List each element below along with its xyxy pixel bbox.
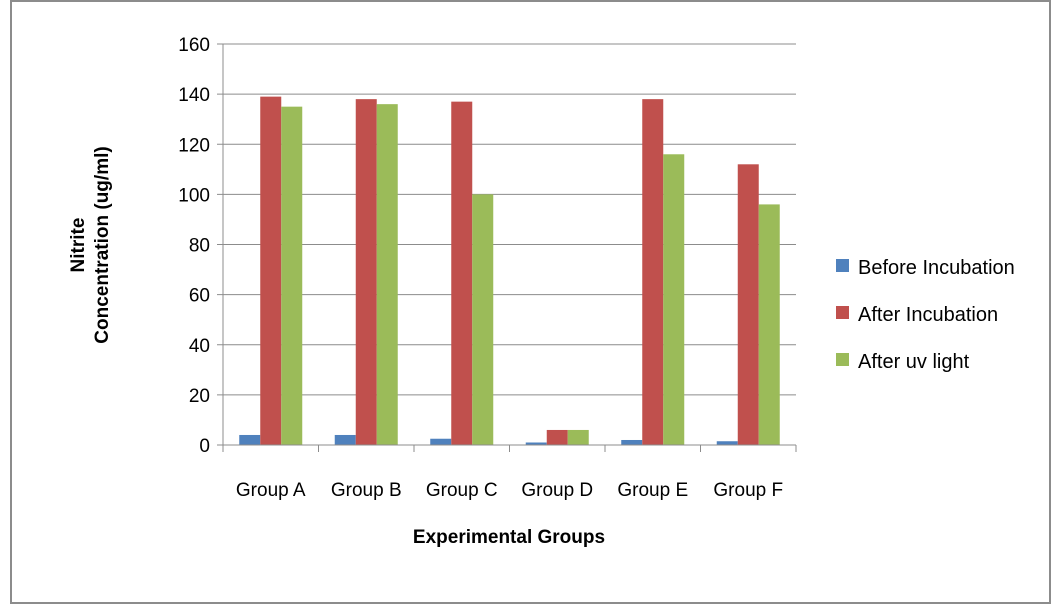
legend-label: After uv light bbox=[858, 351, 970, 373]
bar-group-e-before-incubation bbox=[621, 439, 643, 445]
bar-group-e-after-incubation bbox=[642, 99, 664, 445]
legend-label: Before Incubation bbox=[858, 257, 1015, 279]
y-tick-label: 140 bbox=[178, 85, 210, 106]
bar-group-b-after-uv-light bbox=[376, 104, 398, 446]
x-tick-label: Group B bbox=[331, 480, 402, 501]
bar-group-e-after-uv-light bbox=[663, 154, 685, 445]
gridlines bbox=[223, 43, 796, 396]
y-tick-label: 100 bbox=[178, 185, 210, 206]
x-axis-title: Experimental Groups bbox=[413, 527, 605, 548]
y-tick-label: 80 bbox=[189, 236, 210, 257]
legend-label: After Incubation bbox=[858, 304, 998, 326]
y-tick-label: 60 bbox=[189, 286, 210, 307]
y-axis-title-line-2: Concentration (ug/ml) bbox=[92, 146, 113, 343]
y-tick-labels: 0 20 40 60 80 100 120 140 160 bbox=[178, 35, 210, 457]
axes bbox=[217, 43, 797, 452]
bar-group-d-before-incubation bbox=[525, 442, 547, 445]
legend-swatch bbox=[836, 306, 849, 319]
bar-group-f-after-incubation bbox=[737, 164, 759, 446]
y-tick-label: 20 bbox=[189, 386, 210, 407]
bar-group-c-after-incubation bbox=[451, 101, 473, 446]
bar-group-c-after-uv-light bbox=[472, 194, 494, 445]
legend-swatch bbox=[836, 259, 849, 272]
x-tick-labels: Group A Group B Group C Group D Group E Group… bbox=[236, 480, 783, 501]
chart-frame: 0 20 40 60 80 100 120 140 160 Group A Group B Grou… bbox=[10, 0, 1051, 604]
x-tick-label: Group A bbox=[236, 480, 306, 501]
y-tick-label: 120 bbox=[178, 135, 210, 156]
bar-group-f-after-uv-light bbox=[758, 204, 780, 445]
x-tick-label: Group C bbox=[426, 480, 498, 501]
bar-group-a-after-incubation bbox=[260, 96, 282, 445]
x-tick-label: Group F bbox=[713, 480, 783, 501]
y-axis-title-line-1: Nitrite bbox=[68, 218, 89, 273]
legend-swatch bbox=[836, 353, 849, 366]
y-tick-label: 40 bbox=[189, 336, 210, 357]
x-tick-label: Group D bbox=[521, 480, 593, 501]
y-tick-label: 0 bbox=[199, 436, 210, 457]
bar-group-b-before-incubation bbox=[334, 434, 356, 445]
bar-group-c-before-incubation bbox=[430, 438, 452, 445]
legend: Before Incubation After Incubation After u… bbox=[836, 257, 1015, 373]
bar-group-b-after-incubation bbox=[355, 99, 377, 445]
bar-group-a-after-uv-light bbox=[281, 106, 303, 445]
x-tick-label: Group E bbox=[617, 480, 688, 501]
bar-group-f-before-incubation bbox=[716, 441, 738, 445]
bar-group-d-after-uv-light bbox=[567, 429, 589, 445]
bar-group-a-before-incubation bbox=[239, 434, 261, 445]
bar-group-d-after-incubation bbox=[546, 429, 568, 445]
y-tick-label: 160 bbox=[178, 35, 210, 56]
bars bbox=[239, 96, 780, 446]
y-axis-title: Nitrite Concentration (ug/ml) bbox=[68, 146, 113, 343]
